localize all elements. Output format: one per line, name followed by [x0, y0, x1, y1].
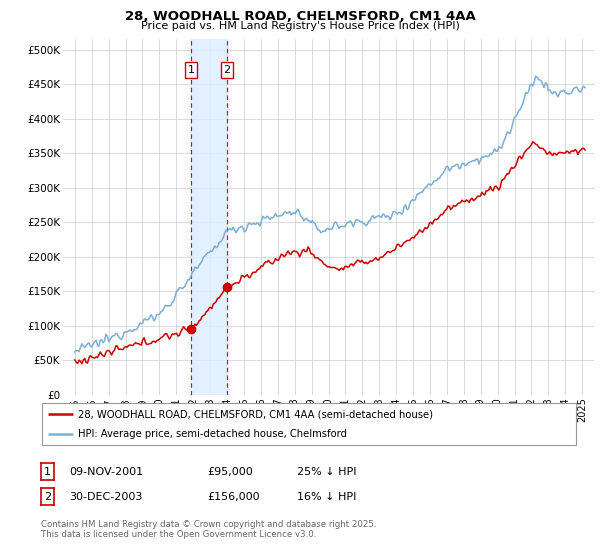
Text: HPI: Average price, semi-detached house, Chelmsford: HPI: Average price, semi-detached house,…	[79, 429, 347, 438]
Bar	[191, 39, 227, 395]
Text: 2: 2	[223, 66, 230, 75]
Text: Contains HM Land Registry data © Crown copyright and database right 2025.
This d: Contains HM Land Registry data © Crown c…	[41, 520, 376, 539]
Text: 2: 2	[44, 492, 51, 502]
Text: 25% ↓ HPI: 25% ↓ HPI	[297, 466, 356, 477]
Text: 16% ↓ HPI: 16% ↓ HPI	[297, 492, 356, 502]
Text: Price paid vs. HM Land Registry's House Price Index (HPI): Price paid vs. HM Land Registry's House …	[140, 21, 460, 31]
Text: 28, WOODHALL ROAD, CHELMSFORD, CM1 4AA (semi-detached house): 28, WOODHALL ROAD, CHELMSFORD, CM1 4AA (…	[79, 409, 433, 419]
Text: 28, WOODHALL ROAD, CHELMSFORD, CM1 4AA: 28, WOODHALL ROAD, CHELMSFORD, CM1 4AA	[125, 10, 475, 23]
Text: £95,000: £95,000	[207, 466, 253, 477]
Text: 1: 1	[44, 466, 51, 477]
Text: £156,000: £156,000	[207, 492, 260, 502]
Text: 30-DEC-2003: 30-DEC-2003	[69, 492, 142, 502]
Text: 1: 1	[187, 66, 194, 75]
Text: 09-NOV-2001: 09-NOV-2001	[69, 466, 143, 477]
